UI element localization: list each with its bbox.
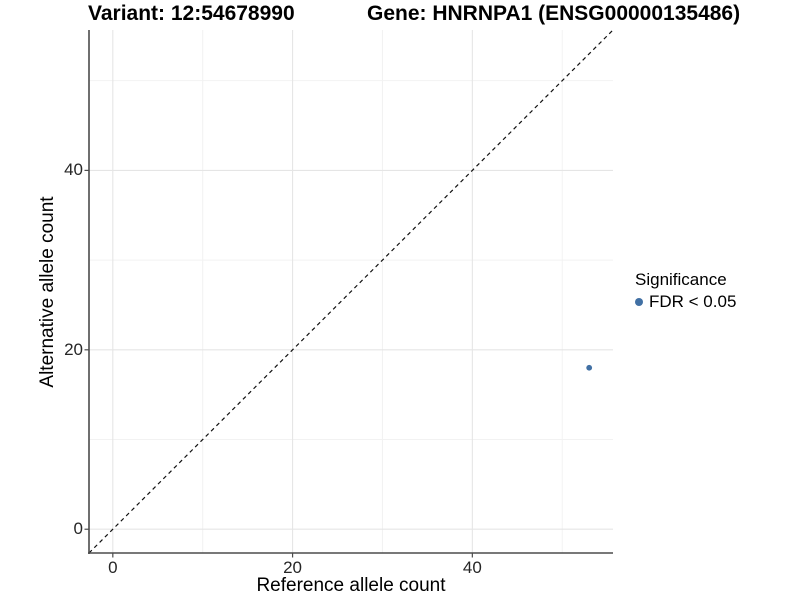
x-axis-title: Reference allele count — [256, 575, 446, 596]
legend: Significance FDR < 0.05 — [635, 269, 736, 312]
legend-entry-label: FDR < 0.05 — [649, 292, 737, 311]
variant-title: Variant: 12:54678990 — [88, 2, 295, 25]
identity-dashed-line — [88, 29, 614, 554]
legend-point-icon — [635, 298, 643, 306]
scatter-data-point — [586, 364, 593, 371]
legend-title: Significance — [635, 270, 727, 289]
legend-entry: FDR < 0.05 — [635, 292, 736, 312]
y-axis-tick-label: 0 — [73, 519, 83, 539]
gene-title: Gene: HNRNPA1 (ENSG00000135486) — [367, 2, 741, 25]
y-axis-tick-label: 20 — [64, 339, 83, 359]
x-axis-tick-label: 40 — [462, 558, 482, 577]
x-axis-tick-label: 0 — [108, 558, 118, 577]
x-axis-tick-label: 20 — [283, 558, 303, 577]
y-axis-tick-label: 40 — [64, 160, 83, 180]
y-axis-title: Alternative allele count — [37, 196, 58, 388]
